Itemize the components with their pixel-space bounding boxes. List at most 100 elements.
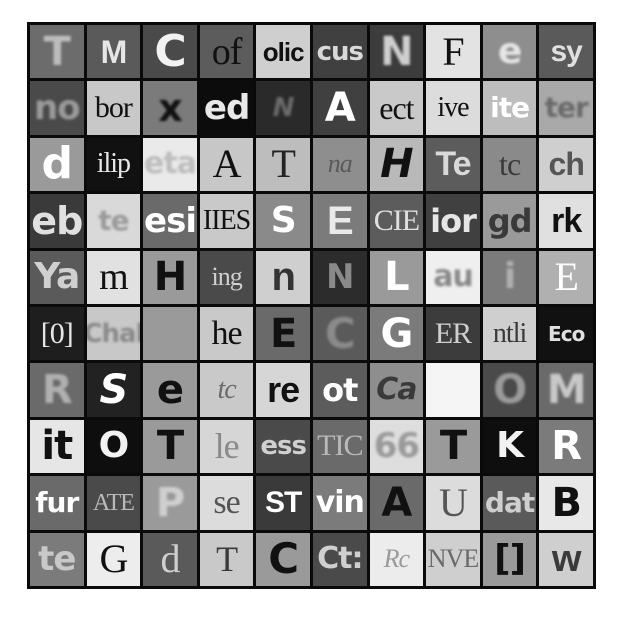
text-crop-tile: Ct: [312, 532, 367, 586]
text-crop-tile: ed [199, 81, 254, 135]
tile-text: 66 [373, 426, 420, 467]
text-crop-tile: ER [426, 307, 480, 361]
tile-text: G [99, 536, 128, 582]
tile-text: Ct: [317, 541, 363, 577]
text-crop-tile: he [199, 307, 254, 361]
tile-text: R [41, 367, 73, 414]
text-crop-tile: ite [482, 81, 537, 135]
text-crop-tile: R [539, 419, 593, 474]
text-crop-tile: eb [30, 194, 84, 248]
text-crop-tile: au [426, 250, 480, 304]
text-crop-tile: M [539, 363, 593, 417]
tile-text: ST [265, 485, 302, 519]
tile-text: Rc [383, 544, 410, 574]
tile-text: A [324, 85, 356, 132]
tile-text: d [160, 536, 180, 582]
text-crop-tile: Te [426, 137, 480, 192]
text-crop-tile: se [199, 476, 254, 530]
text-crop-tile: A [369, 476, 424, 530]
text-crop-tile: G [369, 307, 424, 361]
text-crop-tile: A [312, 81, 367, 135]
text-crop-tile: NVE [426, 532, 480, 586]
tile-text: ER [434, 316, 472, 350]
tile-text: M [546, 367, 587, 414]
tile-text: ntli [492, 317, 527, 349]
white-margin [250, 591, 606, 618]
tile-text: C [324, 308, 356, 358]
tile-text: re [267, 369, 300, 411]
text-crop-tile: e [143, 363, 197, 417]
tile-text: w [551, 538, 582, 581]
text-crop-tile: Eco [539, 307, 593, 361]
tile-text: C [268, 534, 299, 584]
text-crop-tile: olic [256, 25, 310, 79]
tile-text: bor [94, 91, 133, 125]
tile-text: it [41, 423, 73, 470]
text-crop-tile: P [143, 476, 197, 530]
tile-text: P [155, 479, 185, 526]
tile-text: he [211, 314, 243, 352]
tile-text: IIES [202, 204, 251, 236]
text-crop-tile: i [482, 250, 537, 304]
tile-text: te [98, 203, 129, 237]
text-crop-tile: U [426, 476, 480, 530]
tile-text: E [326, 198, 354, 243]
tile-text: H [380, 141, 413, 188]
tile-text: Ya [34, 256, 80, 298]
text-crop-tile: L [369, 250, 424, 304]
tile-text: N [380, 28, 413, 75]
text-crop-tile: ST [256, 476, 310, 530]
text-crop-tile: ior [426, 194, 480, 248]
tile-text: T [216, 539, 238, 580]
text-crop-tile: K [482, 419, 537, 474]
tile-text: se [213, 483, 240, 521]
text-crop-tile: G [86, 532, 141, 586]
text-crop-tile: ter [539, 81, 593, 135]
text-crop-tile: E [312, 194, 367, 248]
text-crop-tile: fur [30, 476, 84, 530]
tile-text: ior [430, 201, 477, 240]
text-crop-tile: S [256, 194, 310, 248]
text-crop-tile: m [86, 250, 141, 304]
text-crop-tile: Chal [86, 307, 141, 361]
tile-text: L [384, 254, 409, 301]
text-crop-tile: C [256, 532, 310, 586]
tile-text: eta [144, 146, 197, 182]
text-crop-tile [426, 363, 480, 417]
text-crop-tile: bor [86, 81, 141, 135]
tile-text: ite [490, 91, 530, 125]
tile-text: ess [260, 431, 307, 462]
text-crop-tile: H [369, 137, 424, 192]
text-crop-tile: vin [312, 476, 367, 530]
tile-text: U [439, 479, 468, 525]
text-crop-tile: ect [369, 81, 424, 135]
text-crop-tile: eta [143, 137, 197, 192]
text-crop-tile: gd [482, 194, 537, 248]
tile-text: A [212, 141, 242, 187]
text-crop-tile: [0] [30, 307, 84, 361]
text-crop-tile: no [30, 81, 84, 135]
text-crop-tile: TIC [312, 419, 367, 474]
text-crop-tile: ing [199, 250, 254, 304]
tile-text: sy [550, 34, 583, 68]
tile-text: N [272, 93, 295, 124]
tile-text: olic [262, 36, 305, 67]
text-crop-tile: e [482, 25, 537, 79]
tile-text: eb [31, 198, 83, 243]
tile-text: m [99, 256, 129, 299]
text-crop-tile: T [199, 532, 254, 586]
text-crop-tile: N [369, 25, 424, 79]
text-crop-tile: R [30, 363, 84, 417]
tile-text: au [433, 259, 474, 295]
text-crop-tile: it [30, 419, 84, 474]
tile-text: ed [203, 88, 250, 129]
tile-text: na [327, 149, 353, 179]
tile-text: tc [217, 374, 236, 406]
tile-text: le [214, 426, 240, 467]
text-crop-tile: tc [482, 137, 537, 192]
text-crop-tile: sy [539, 25, 593, 79]
tile-text: dat [484, 485, 535, 519]
text-crop-tile: C [312, 307, 367, 361]
tile-text: ect [379, 90, 414, 127]
tile-text: no [34, 88, 81, 129]
